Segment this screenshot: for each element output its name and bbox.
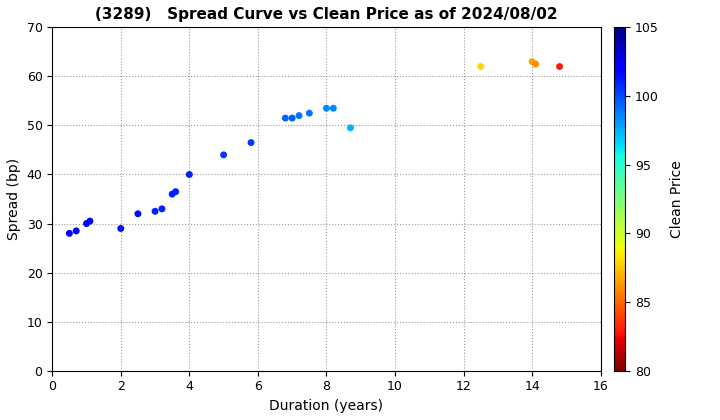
Point [132, 210, 144, 217]
Point [71, 228, 82, 234]
Title: (3289)   Spread Curve vs Clean Price as of 2024/08/02: (3289) Spread Curve vs Clean Price as of… [95, 7, 558, 22]
Point [304, 110, 315, 116]
Point [184, 171, 195, 178]
Point [530, 61, 541, 68]
Point [218, 152, 230, 158]
Point [554, 63, 565, 70]
Point [149, 208, 161, 215]
Point [475, 63, 487, 70]
Point [246, 139, 257, 146]
Point [84, 218, 96, 224]
Point [156, 205, 168, 212]
Point [320, 105, 332, 112]
Point [287, 115, 298, 121]
Point [63, 230, 75, 237]
Point [81, 220, 92, 227]
Point [170, 188, 181, 195]
Point [293, 112, 305, 119]
Point [279, 115, 291, 121]
Point [328, 105, 339, 112]
Point [166, 191, 178, 197]
X-axis label: Duration (years): Duration (years) [269, 399, 384, 413]
Y-axis label: Spread (bp): Spread (bp) [7, 158, 21, 240]
Y-axis label: Clean Price: Clean Price [670, 160, 684, 238]
Point [526, 58, 538, 65]
Point [115, 225, 127, 232]
Point [345, 124, 356, 131]
